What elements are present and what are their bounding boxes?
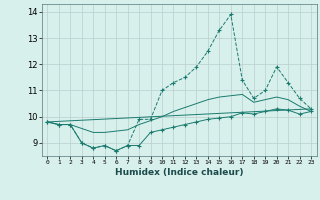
X-axis label: Humidex (Indice chaleur): Humidex (Indice chaleur) [115,168,244,177]
